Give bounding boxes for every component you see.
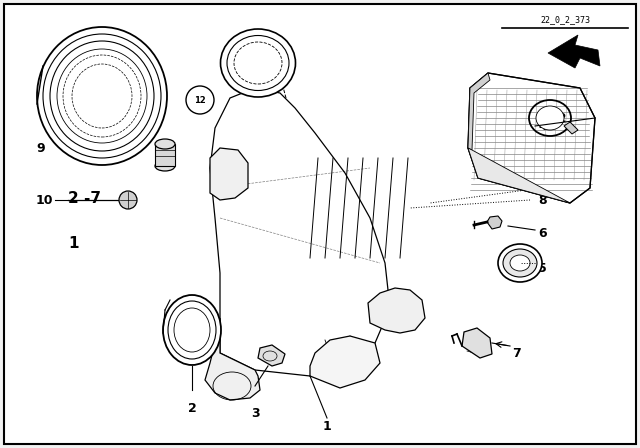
Ellipse shape	[57, 49, 147, 143]
Ellipse shape	[174, 308, 210, 352]
Ellipse shape	[37, 27, 167, 165]
Circle shape	[186, 86, 214, 114]
Text: 4: 4	[538, 120, 547, 133]
Ellipse shape	[221, 29, 296, 97]
Polygon shape	[462, 328, 492, 358]
Ellipse shape	[536, 106, 564, 130]
Ellipse shape	[503, 249, 537, 277]
Text: 1: 1	[323, 419, 332, 432]
Circle shape	[119, 191, 137, 209]
Polygon shape	[468, 73, 595, 203]
Polygon shape	[210, 88, 390, 376]
Text: 7: 7	[512, 346, 521, 359]
Text: 2 -7: 2 -7	[68, 190, 101, 206]
Ellipse shape	[50, 41, 154, 151]
Text: 10: 10	[36, 194, 54, 207]
Text: 3: 3	[251, 406, 259, 419]
Text: 8: 8	[538, 194, 547, 207]
Polygon shape	[548, 35, 600, 68]
Ellipse shape	[43, 34, 161, 158]
Polygon shape	[368, 288, 425, 333]
Polygon shape	[210, 148, 248, 200]
Ellipse shape	[510, 255, 530, 271]
Text: 1: 1	[68, 236, 79, 250]
Text: 12: 12	[550, 112, 568, 125]
Text: 9: 9	[36, 142, 45, 155]
Polygon shape	[487, 216, 502, 229]
Text: 22_0_2_373: 22_0_2_373	[540, 15, 590, 24]
Polygon shape	[310, 336, 380, 388]
Text: 5: 5	[538, 262, 547, 275]
Ellipse shape	[168, 301, 216, 359]
Bar	[155, 144, 175, 166]
Ellipse shape	[498, 244, 542, 282]
Text: 2: 2	[188, 401, 196, 414]
Polygon shape	[468, 73, 490, 150]
Polygon shape	[564, 122, 578, 134]
Polygon shape	[468, 148, 570, 203]
Text: 11: 11	[36, 96, 54, 109]
Ellipse shape	[163, 295, 221, 365]
Polygon shape	[205, 318, 260, 400]
Text: 12: 12	[194, 95, 206, 104]
Ellipse shape	[227, 35, 289, 90]
Ellipse shape	[155, 161, 175, 171]
Polygon shape	[258, 345, 285, 366]
Text: 6: 6	[538, 227, 547, 240]
Ellipse shape	[155, 139, 175, 149]
